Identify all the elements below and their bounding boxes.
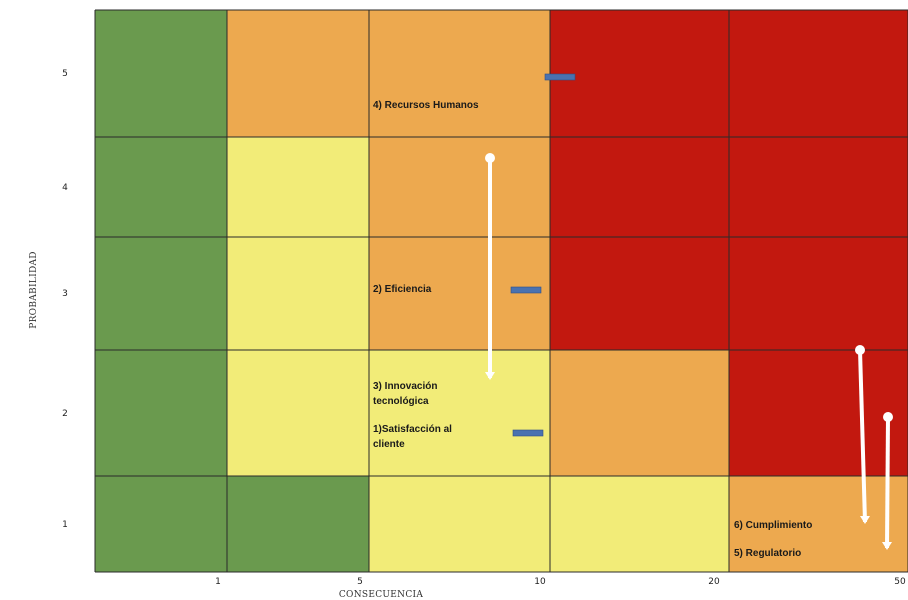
y-tick-2: 2 [62,409,68,419]
y-tick-5: 5 [62,69,68,79]
heatmap-cell [369,137,550,237]
y-tick-1: 1 [62,520,68,530]
trend-arrow-cumplimiento [855,345,870,524]
risk-label-innovacion: 3) Innovación tecnológica [373,381,440,407]
risk-markers [510,73,576,437]
y-tick-3: 3 [62,289,68,299]
heatmap-cell [729,476,908,572]
heatmap-cell [369,350,550,476]
heatmap-cell [369,237,550,350]
risk-label-recursos-humanos: 4) Recursos Humanos [373,100,479,111]
x-tick-10: 10 [534,577,546,587]
marker-eficiencia [510,286,542,294]
trend-arrows [485,153,893,550]
marker-satisfaccion [512,429,544,437]
heatmap-cell [550,237,729,350]
heatmap-cell [95,137,227,237]
heatmap-cell [729,237,908,350]
heatmap-cell [729,10,908,137]
trend-arrow-innovacion [485,153,495,380]
x-tick-20: 20 [708,577,720,587]
x-tick-1: 1 [215,577,221,587]
heatmap-cell [729,350,908,476]
risk-label-regulatorio: 5) Regulatorio [734,548,801,559]
risk-label-eficiencia: 2) Eficiencia [373,284,432,295]
x-tick-50: 50 [894,577,906,587]
risk-label-satisfaccion: 1)Satisfacción al cliente [373,424,455,450]
heatmap-cell [227,10,369,137]
heatmap-cell [95,350,227,476]
heatmap-cell [95,476,227,572]
x-axis-title: CONSECUENCIA [339,590,424,600]
heatmap-cell [227,237,369,350]
heatmap-cell [369,476,550,572]
heatmap-cell [369,10,550,137]
heatmap-cell [729,137,908,237]
x-tick-5: 5 [357,577,363,587]
marker-recursos-humanos [544,73,576,81]
grid-lines [94,9,908,573]
heatmap-cell [550,10,729,137]
heatmap-cell [550,137,729,237]
trend-arrow-regulatorio [882,412,893,550]
risk-label-cumplimiento: 6) Cumplimiento [734,520,812,531]
heatmap-cell [95,237,227,350]
heatmap-cell [95,10,227,137]
heatmap-cells [95,10,908,572]
heatmap-cell [227,350,369,476]
heatmap-cell [550,350,729,476]
heatmap-cell [550,476,729,572]
y-tick-4: 4 [62,183,68,193]
y-axis-title: PROBABILIDAD [29,251,39,329]
heatmap-cell [227,137,369,237]
heatmap-cell [227,476,369,572]
